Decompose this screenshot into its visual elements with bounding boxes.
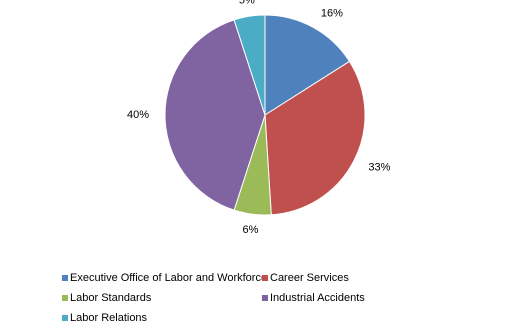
legend-label: Executive Office of Labor and Workforce [70,272,267,284]
data-label: 33% [368,162,390,174]
legend-label: Labor Standards [70,292,152,304]
legend-swatch [62,295,68,301]
legend-swatch [262,275,268,281]
legend-label: Career Services [270,272,349,284]
pie-slice [164,19,266,211]
data-label: 16% [321,7,343,19]
pie-slice [233,14,266,116]
pie-slice [264,60,366,216]
legend-swatch [62,315,68,321]
data-label: 40% [127,109,149,121]
legend-label: Industrial Accidents [270,292,365,304]
data-label: 5% [239,0,255,6]
legend-swatch [262,295,268,301]
data-label: 6% [243,224,259,236]
legend-swatch [62,275,68,281]
pie-slice [264,14,351,116]
legend-label: Labor Relations [70,312,148,324]
